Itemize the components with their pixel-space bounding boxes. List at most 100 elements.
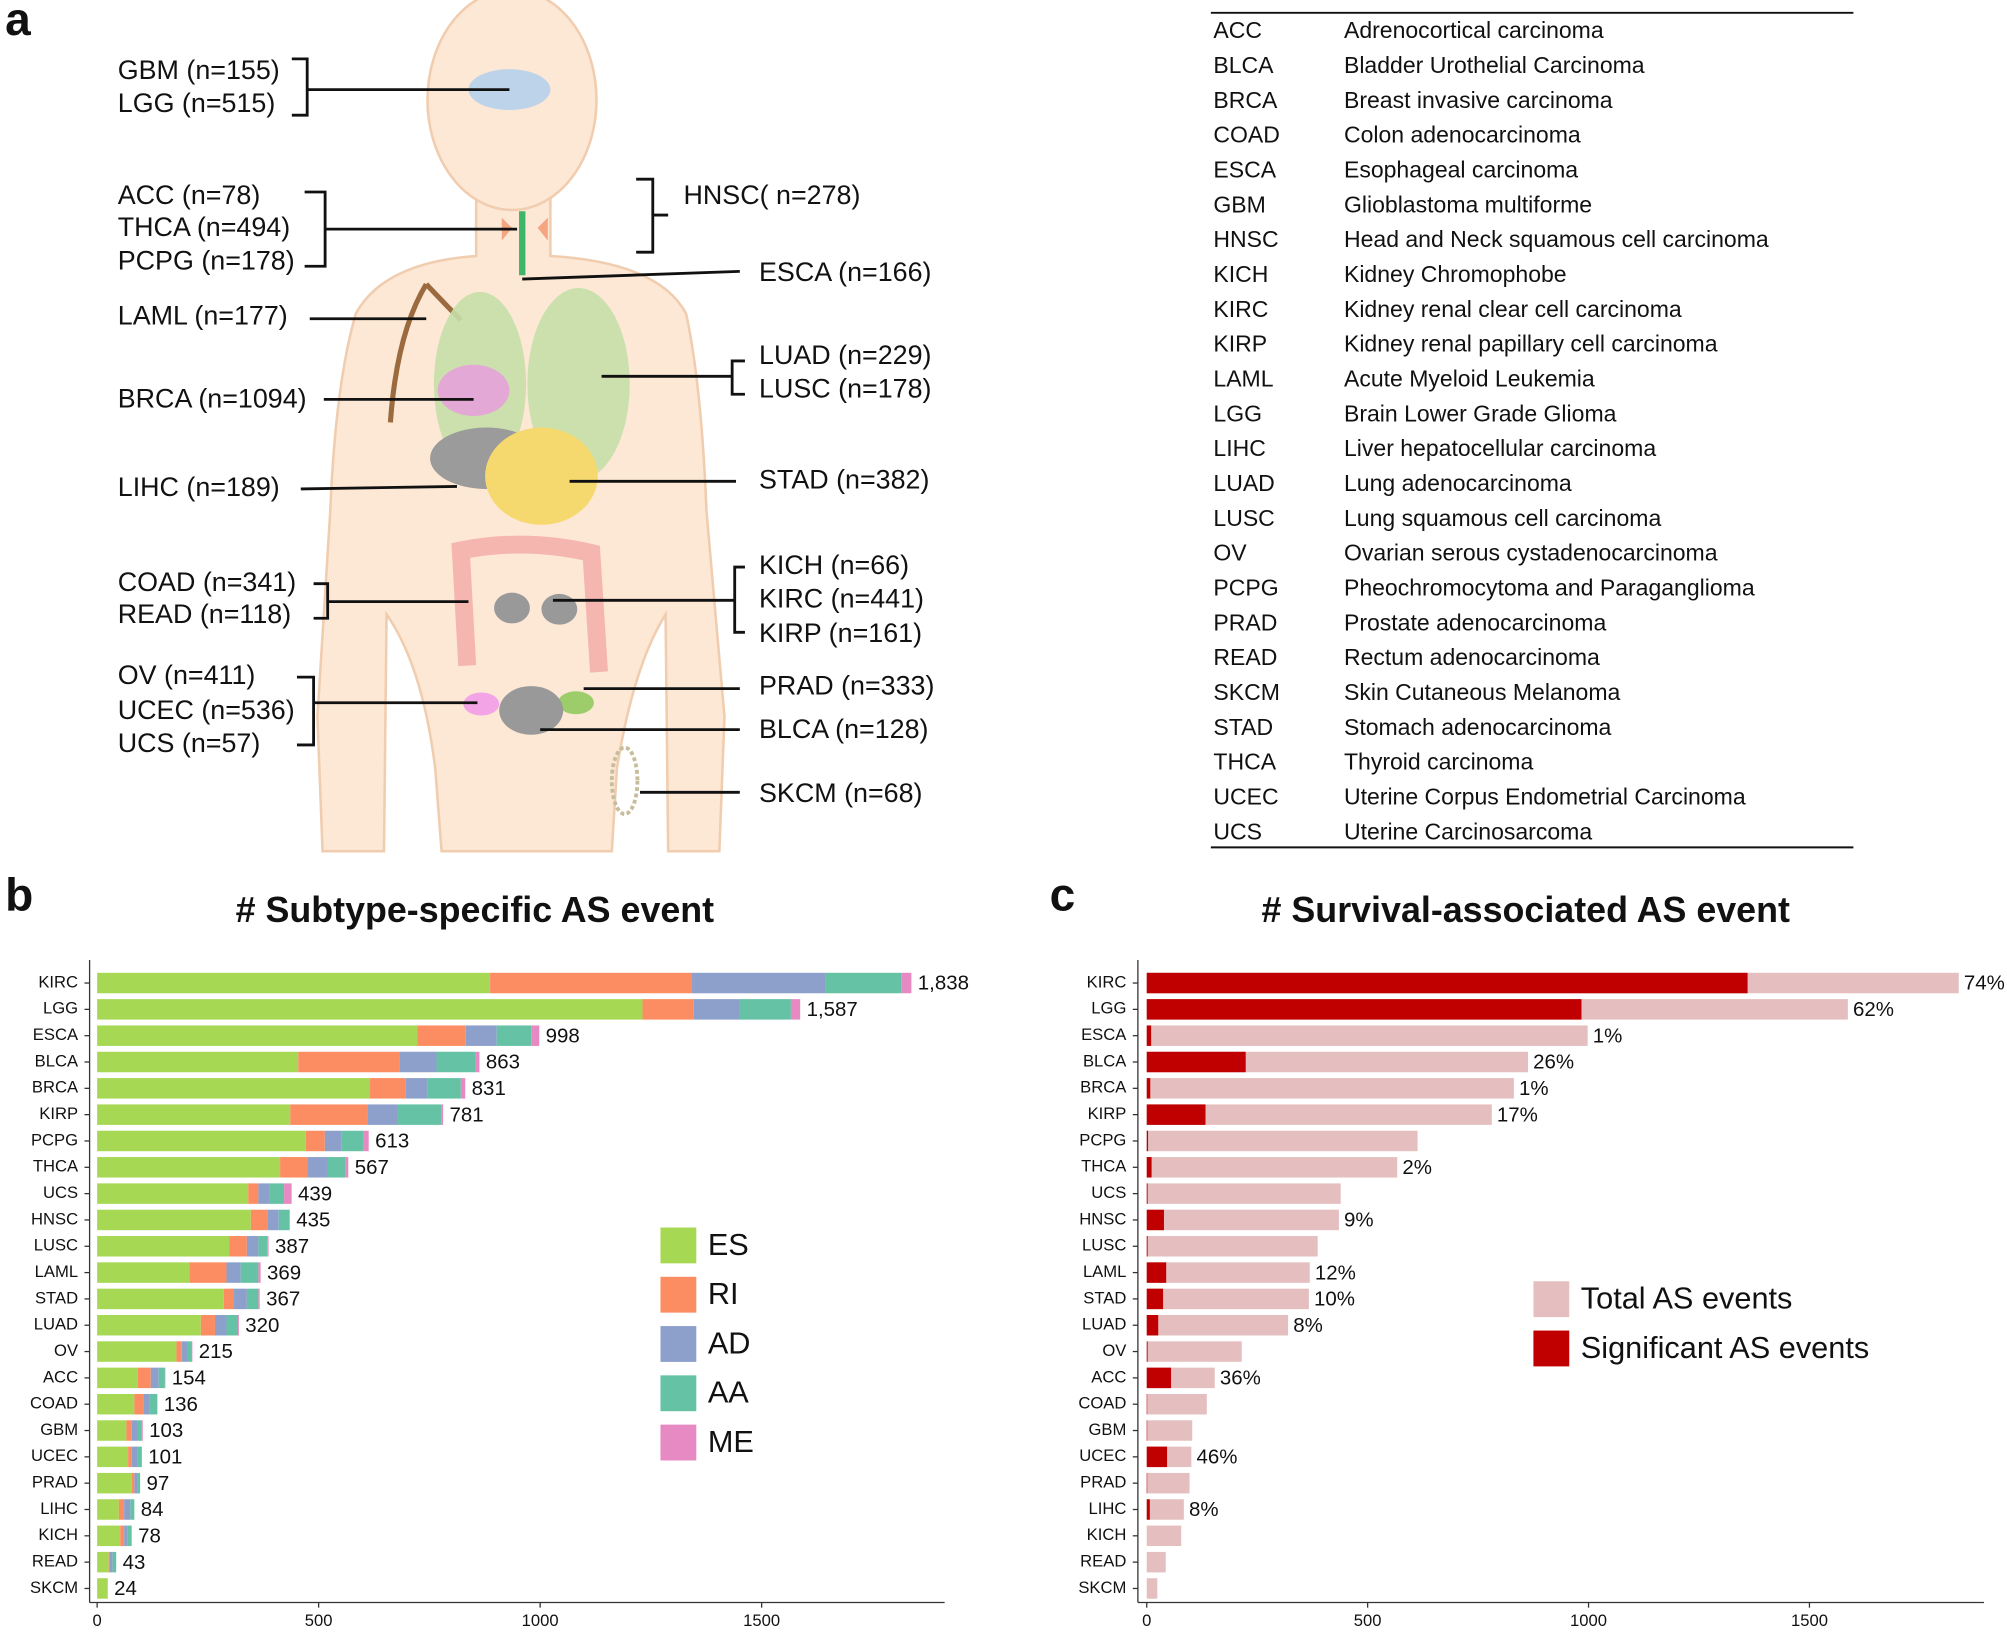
x-tick-label: 1000 — [522, 1611, 559, 1630]
bar-segment — [97, 1446, 129, 1468]
total-label: 136 — [164, 1393, 198, 1416]
bar-segment — [367, 1104, 398, 1125]
value-label: 1% — [1519, 1077, 1549, 1100]
bar-segment — [97, 1051, 299, 1073]
table-abbrev: LIHC — [1213, 435, 1265, 461]
bar-segment — [97, 1157, 281, 1178]
value-label: 2% — [1402, 1156, 1432, 1179]
bar-segment — [143, 1393, 150, 1415]
bar-segment — [97, 1578, 108, 1599]
bar-segment — [267, 1236, 269, 1257]
table-abbrev: KIRP — [1213, 331, 1267, 357]
value-label: 36% — [1220, 1367, 1261, 1390]
total-label: 367 — [266, 1288, 300, 1311]
table-name: Uterine Carcinosarcoma — [1344, 818, 1592, 844]
organ-label: COAD (n=341) — [118, 567, 296, 597]
bar-segment — [137, 1367, 151, 1389]
category-label: LUAD — [34, 1315, 78, 1334]
bar — [1146, 1262, 1167, 1283]
legend-label: AA — [708, 1375, 749, 1410]
legend-swatch — [660, 1326, 697, 1362]
total-label: 320 — [245, 1314, 279, 1337]
total-label: 1,587 — [807, 998, 858, 1021]
bar — [1146, 1130, 1418, 1152]
category-label: KIRC — [38, 972, 78, 991]
table-abbrev: GBM — [1213, 191, 1265, 217]
bar-segment — [399, 1051, 437, 1073]
bar-segment — [278, 1209, 290, 1231]
table-abbrev: LUSC — [1213, 505, 1274, 531]
table-abbrev: STAD — [1213, 714, 1273, 740]
organ-label: LUSC (n=178) — [759, 374, 931, 404]
table-name: Stomach adenocarcinoma — [1344, 714, 1612, 740]
bar-segment — [307, 1157, 328, 1178]
bar — [1146, 1288, 1164, 1310]
table-abbrev: COAD — [1213, 122, 1280, 148]
category-label: LUAD — [1082, 1315, 1126, 1334]
bar-segment — [693, 999, 740, 1020]
bar-segment — [246, 1236, 259, 1257]
bar-segment — [436, 1051, 476, 1073]
organ-label: READ (n=118) — [118, 599, 291, 629]
table-name: Rectum adenocarcinoma — [1344, 644, 1600, 670]
bar-segment — [290, 1104, 368, 1125]
bar-segment — [298, 1051, 400, 1073]
category-label: BLCA — [35, 1051, 79, 1070]
category-label: GBM — [1089, 1420, 1127, 1439]
bar-segment — [112, 1551, 117, 1573]
organ-label: LAML (n=177) — [118, 301, 288, 331]
category-label: ACC — [43, 1367, 78, 1386]
category-label: LGG — [43, 999, 78, 1018]
value-label: 17% — [1497, 1103, 1538, 1126]
table-name: Adrenocortical carcinoma — [1344, 17, 1604, 43]
category-label: OV — [1102, 1341, 1127, 1360]
category-label: UCEC — [1079, 1446, 1126, 1465]
organ-label: UCEC (n=536) — [118, 695, 295, 725]
total-label: 369 — [267, 1261, 301, 1284]
charts: # Subtype-specific AS event 0 500 1000 1500 K… — [30, 890, 2005, 1630]
bar-segment — [158, 1367, 165, 1389]
bar-segment — [229, 1236, 247, 1257]
bar-segment — [97, 1288, 224, 1310]
bar — [1146, 1499, 1150, 1520]
bar-segment — [327, 1157, 346, 1178]
total-label: 101 — [148, 1446, 182, 1469]
body-illustration — [316, 0, 726, 853]
table-abbrev: LAML — [1213, 365, 1273, 391]
bar-segment — [691, 972, 826, 994]
total-label: 78 — [138, 1525, 161, 1548]
organ-label: KIRC (n=441) — [759, 583, 924, 613]
bar-segment — [269, 1183, 285, 1204]
bar-segment — [131, 1472, 135, 1494]
category-label: THCA — [33, 1157, 79, 1176]
legend-swatch — [1533, 1330, 1570, 1367]
organ-label: PCPG (n=178) — [118, 246, 295, 276]
bar — [1146, 1446, 1168, 1468]
bar — [1146, 1367, 1172, 1389]
panel-label: c — [1050, 869, 1076, 921]
table-name: Bladder Urothelial Carcinoma — [1344, 52, 1645, 78]
bar — [1146, 1314, 1289, 1336]
total-label: 24 — [114, 1577, 137, 1600]
bar-segment — [134, 1393, 144, 1415]
table-name: Kidney renal papillary cell carcinoma — [1344, 331, 1718, 357]
category-label: KIRP — [39, 1104, 78, 1123]
bar-segment — [258, 1262, 261, 1283]
bar-segment — [109, 1551, 113, 1573]
bar-segment — [130, 1499, 135, 1520]
table-abbrev: ESCA — [1213, 156, 1276, 182]
legend-label: ME — [708, 1424, 754, 1459]
panel-label: b — [5, 869, 33, 921]
table-abbrev: KIRC — [1213, 296, 1268, 322]
legend-swatch — [660, 1276, 697, 1313]
table-abbrev: LUAD — [1213, 470, 1274, 496]
table-name: Kidney Chromophobe — [1344, 261, 1567, 287]
bar — [1146, 1157, 1398, 1178]
bar-segment — [97, 1104, 291, 1125]
category-label: LAML — [35, 1262, 78, 1281]
total-label: 781 — [450, 1103, 484, 1126]
table-name: Lung squamous cell carcinoma — [1344, 505, 1661, 531]
legend-label: Total AS events — [1581, 1281, 1793, 1316]
bar-segment — [460, 1078, 466, 1099]
table-abbrev: BLCA — [1213, 52, 1274, 78]
